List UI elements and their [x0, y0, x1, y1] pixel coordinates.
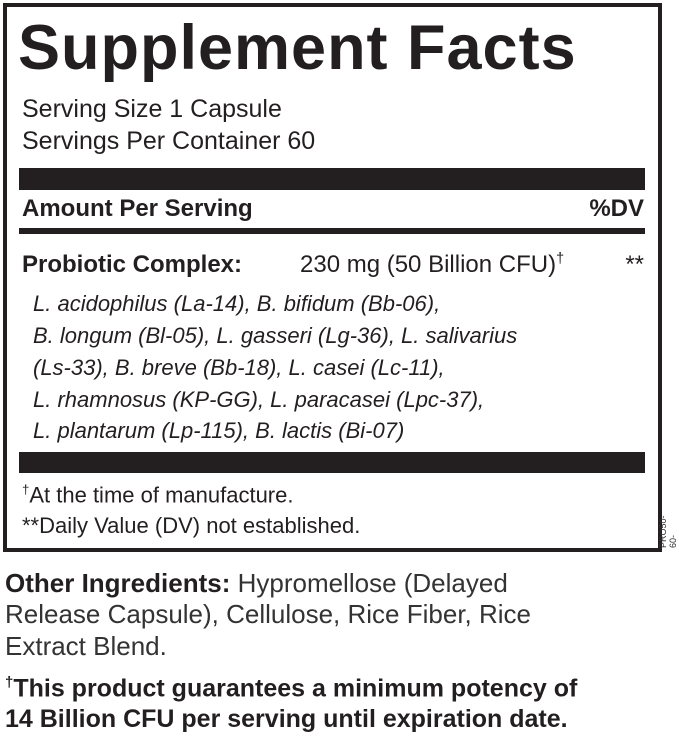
thin-divider	[19, 228, 645, 234]
other-ingredients-label: Other Ingredients:	[5, 568, 231, 598]
guarantee-text: This product guarantees a minimum potenc…	[13, 674, 578, 703]
other-ingredients-line: Extract Blend.	[5, 631, 167, 661]
thick-divider	[19, 168, 645, 190]
strain-line: B. longum (Bl-05), L. gasseri (Lg-36), L…	[33, 323, 518, 348]
strain-line: L. rhamnosus (KP-GG), L. paracasei (Lpc-…	[33, 387, 485, 412]
servings-per-container: Servings Per Container 60	[22, 127, 316, 155]
strain-line: L. plantarum (Lp-115), B. lactis (Bi-07)	[33, 418, 405, 443]
product-code: PRO50-60-2408	[658, 515, 679, 548]
other-ingredients-text: Hypromellose (Delayed	[230, 568, 508, 598]
thick-divider	[19, 452, 645, 473]
dagger-mark: †	[5, 674, 14, 691]
strain-line: L. acidophilus (La-14), B. bifidum (Bb-0…	[33, 291, 441, 316]
other-ingredients-line: Release Capsule), Cellulose, Rice Fiber,…	[5, 599, 532, 629]
guarantee-line: †This product guarantees a minimum poten…	[5, 674, 577, 703]
ingredient-dv: **	[625, 251, 644, 278]
footnote-dv: **Daily Value (DV) not established.	[22, 513, 361, 538]
amount-text: 230 mg (50 Billion CFU)	[300, 251, 557, 278]
amount-per-serving-header: Amount Per Serving	[22, 195, 253, 222]
panel-title: Supplement Facts	[18, 13, 577, 83]
dagger-mark: †	[22, 482, 30, 497]
supplement-facts-panel	[3, 3, 662, 552]
serving-size: Serving Size 1 Capsule	[22, 95, 282, 123]
ingredient-amount: 230 mg (50 Billion CFU)†	[300, 251, 564, 279]
dagger-mark: †	[556, 251, 565, 267]
dv-header: %DV	[589, 195, 644, 222]
ingredient-name: Probiotic Complex:	[22, 251, 243, 278]
footnote-text: At the time of manufacture.	[29, 482, 294, 508]
other-ingredients-line: Other Ingredients: Hypromellose (Delayed	[5, 568, 508, 599]
strain-line: (Ls-33), B. breve (Bb-18), L. casei (Lc-…	[33, 355, 445, 380]
guarantee-line: 14 Billion CFU per serving until expirat…	[5, 705, 568, 733]
footnote-dagger: †At the time of manufacture.	[22, 482, 293, 508]
